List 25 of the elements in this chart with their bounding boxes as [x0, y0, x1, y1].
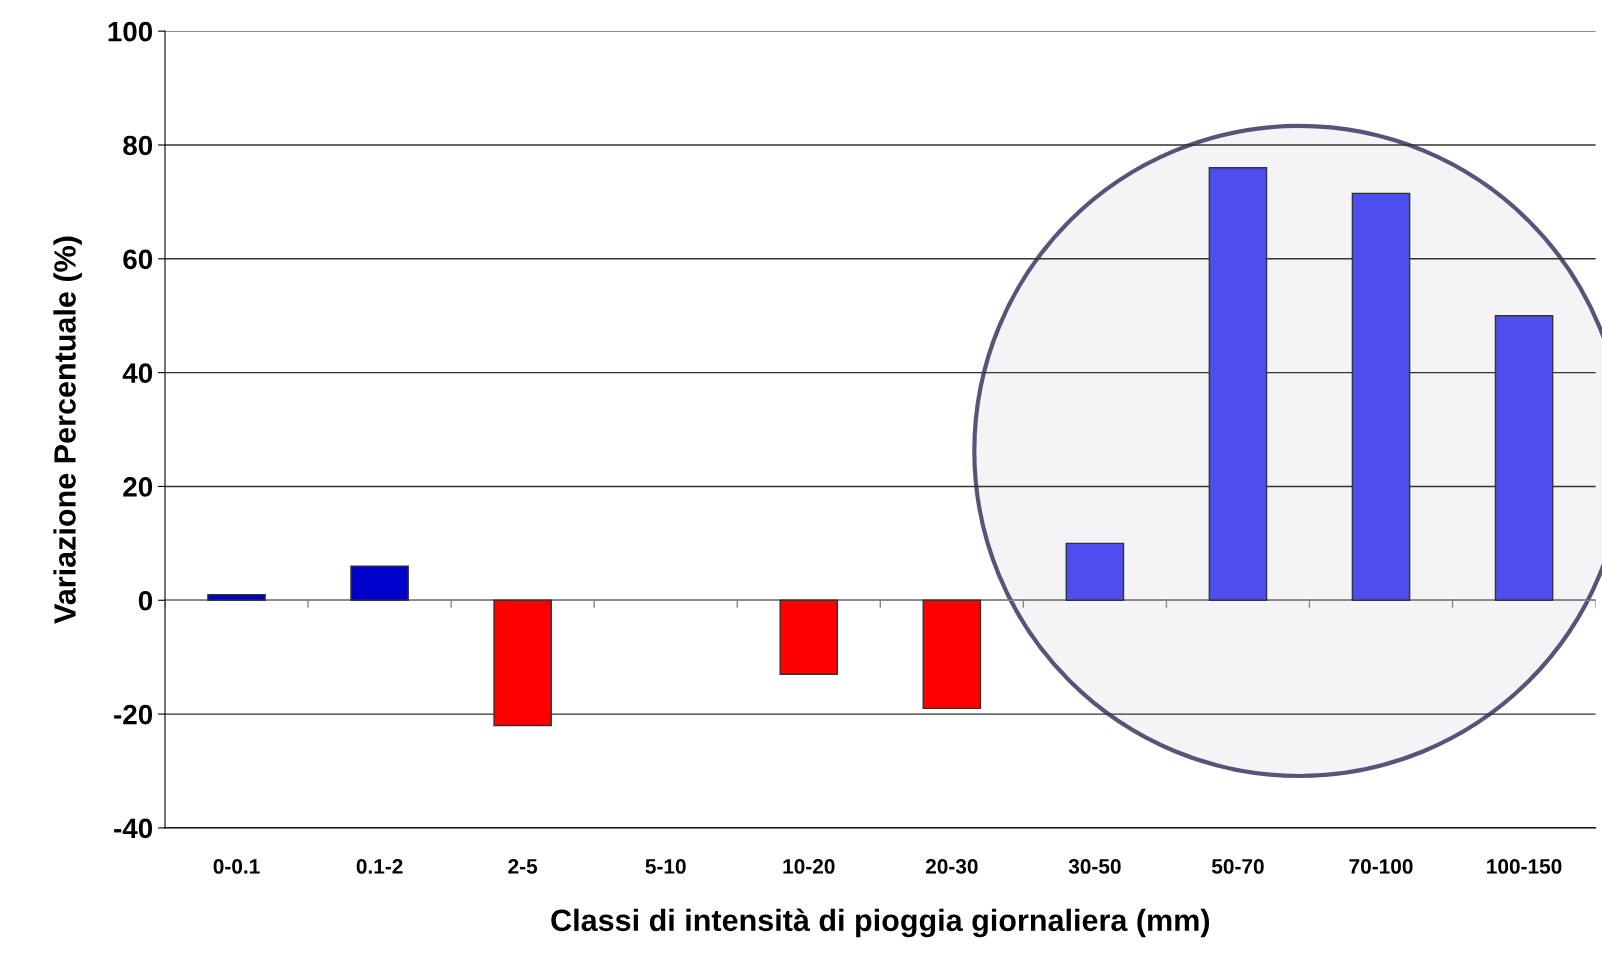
y-axis-title: Variazione Percentuale (%): [53, 236, 82, 624]
bar: [350, 565, 409, 601]
bar: [779, 599, 839, 675]
bar: [1065, 542, 1125, 601]
x-tick-label: 30-50: [1068, 859, 1121, 874]
x-tick-label: 0-0.1: [213, 859, 260, 874]
x-tick-label: 70-100: [1349, 859, 1413, 874]
y-tick-label: 40: [122, 363, 153, 383]
x-tick-label: 5-10: [645, 859, 686, 874]
bar: [207, 593, 266, 601]
bar: [922, 599, 982, 710]
y-tick-label: -20: [114, 704, 153, 725]
x-tick-label: 0.1-2: [356, 859, 403, 874]
y-tick-label: 0: [138, 590, 153, 611]
x-tick-label: 10-20: [783, 859, 835, 874]
y-tick-label: 100: [108, 21, 153, 42]
x-tick-label: 2-5: [508, 859, 538, 874]
y-tick-label: 20: [123, 477, 153, 497]
x-tick-label: 100-150: [1487, 859, 1562, 874]
y-tick-label: 80: [123, 135, 153, 156]
x-tick-label: 50-70: [1211, 859, 1264, 874]
x-axis-title: Classi di intensità di pioggia giornaliera (mm): [551, 908, 1210, 938]
x-tick-label: 20-30: [925, 859, 978, 874]
y-tick-label: -40: [114, 818, 153, 839]
y-tick-label: 60: [123, 249, 153, 270]
